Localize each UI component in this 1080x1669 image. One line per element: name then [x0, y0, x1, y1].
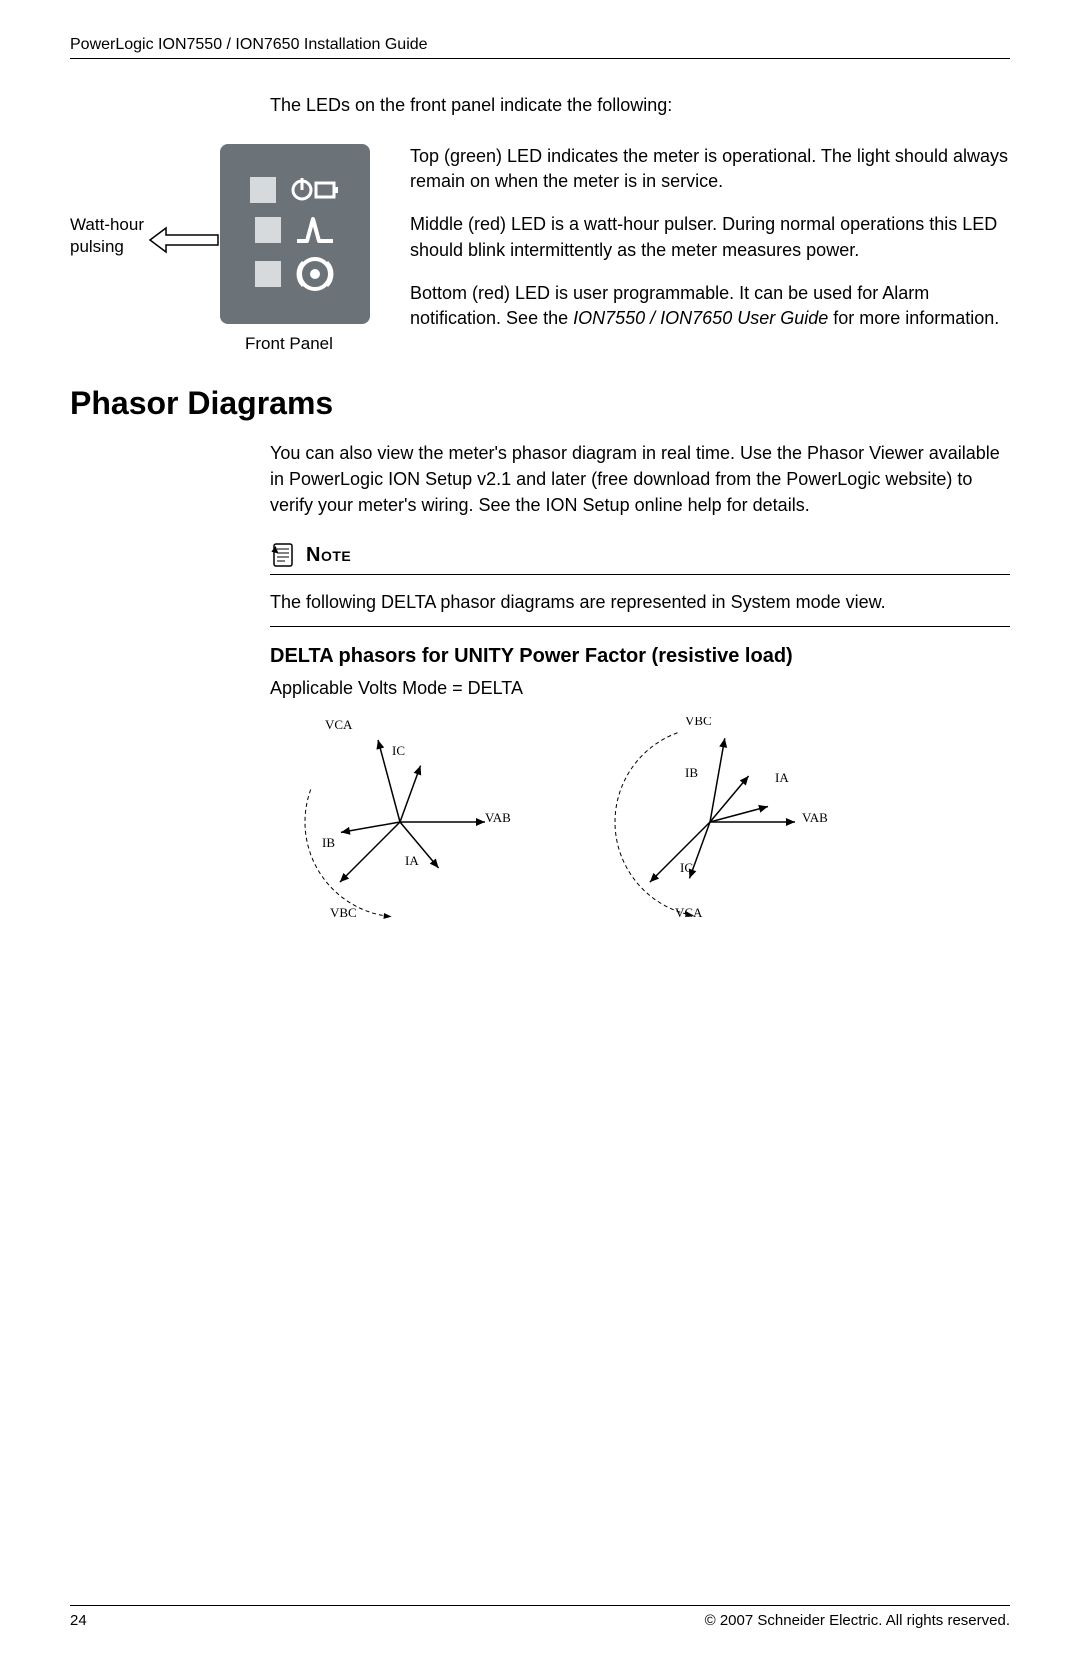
phasor-intro: You can also view the meter's phasor dia…: [270, 440, 1010, 518]
led-top-text: Top (green) LED indicates the meter is o…: [410, 144, 1010, 194]
svg-text:VBC: VBC: [330, 905, 357, 920]
header-title: PowerLogic ION7550 / ION7650 Installatio…: [70, 36, 428, 53]
svg-text:VAB: VAB: [802, 810, 828, 825]
watt-hour-label: Watt-hour pulsing: [70, 214, 160, 258]
led-middle-text: Middle (red) LED is a watt-hour pulser. …: [410, 212, 1010, 262]
pulse-wave-icon: [295, 215, 335, 245]
front-panel-caption: Front Panel: [245, 334, 333, 354]
svg-text:IC: IC: [680, 860, 693, 875]
svg-text:VAB: VAB: [485, 810, 511, 825]
led-square-icon: [250, 177, 276, 203]
led-illustration: Watt-hour pulsing: [70, 144, 390, 349]
svg-text:VCA: VCA: [325, 717, 353, 732]
section-title: Phasor Diagrams: [70, 385, 1010, 422]
rule: [270, 574, 1010, 575]
note-icon: [270, 542, 296, 568]
led-descriptions: Top (green) LED indicates the meter is o…: [410, 144, 1010, 349]
svg-text:IC: IC: [392, 743, 405, 758]
front-panel-graphic: [220, 144, 370, 324]
footer: 24 © 2007 Schneider Electric. All rights…: [70, 1605, 1010, 1629]
led-square-icon: [255, 261, 281, 287]
page-number: 24: [70, 1612, 87, 1629]
phasor-diagrams: VCAICVABIAIBVBCABC Rotation VBCIBIAVABIC…: [270, 717, 1010, 942]
phasor-acb: VBCIBIAVABICVCAACB Rotation: [580, 717, 850, 942]
delta-title: DELTA phasors for UNITY Power Factor (re…: [270, 645, 1010, 668]
delta-applicable: Applicable Volts Mode = DELTA: [270, 678, 1010, 699]
svg-text:IA: IA: [775, 770, 789, 785]
callout-arrow-icon: [148, 222, 228, 262]
svg-text:IB: IB: [322, 835, 335, 850]
note-block: Note The following DELTA phasor diagrams…: [270, 542, 1010, 941]
alarm-target-icon: [295, 255, 335, 293]
intro-text: The LEDs on the front panel indicate the…: [270, 95, 1010, 116]
led-section: Watt-hour pulsing: [70, 144, 1010, 349]
svg-text:IB: IB: [685, 765, 698, 780]
phasor-abc: VCAICVABIAIBVBCABC Rotation: [270, 717, 540, 942]
led-bottom-text: Bottom (red) LED is user programmable. I…: [410, 281, 1010, 331]
svg-text:IA: IA: [405, 853, 419, 868]
note-text: The following DELTA phasor diagrams are …: [270, 589, 1010, 615]
rule: [270, 626, 1010, 627]
note-title: Note: [306, 544, 351, 567]
copyright: © 2007 Schneider Electric. All rights re…: [705, 1612, 1010, 1629]
led-square-icon: [255, 217, 281, 243]
header: PowerLogic ION7550 / ION7650 Installatio…: [70, 36, 1010, 59]
power-battery-icon: [290, 175, 340, 205]
svg-text:VCA: VCA: [675, 905, 703, 920]
svg-text:VBC: VBC: [685, 717, 712, 728]
